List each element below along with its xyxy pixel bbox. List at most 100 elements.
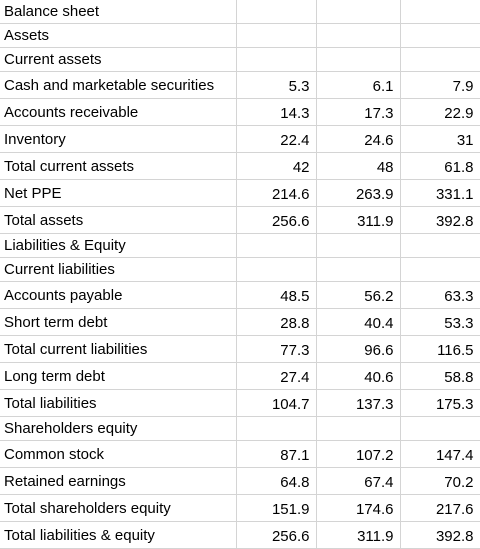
cell-label[interactable]: Total liabilities & equity (0, 521, 237, 549)
table-row: Short term debt 28.8 40.4 53.3 (0, 308, 480, 336)
cell-value[interactable]: 27.4 (236, 362, 317, 390)
cell-value[interactable] (316, 257, 401, 282)
cell-value[interactable]: 107.2 (316, 440, 401, 468)
cell-value[interactable] (316, 233, 401, 258)
cell-value[interactable]: 40.6 (316, 362, 401, 390)
cell-value[interactable] (400, 233, 480, 258)
table-row: Cash and marketable securities 5.3 6.1 7… (0, 71, 480, 99)
cell-value[interactable]: 256.6 (236, 206, 317, 234)
cell-value[interactable] (316, 0, 401, 24)
cell-value[interactable] (316, 416, 401, 441)
table-row: Long term debt 27.4 40.6 58.8 (0, 362, 480, 390)
cell-value[interactable]: 67.4 (316, 467, 401, 495)
table-row: Assets (0, 23, 480, 48)
cell-value[interactable]: 6.1 (316, 71, 401, 99)
cell-value[interactable]: 70.2 (400, 467, 480, 495)
cell-label[interactable]: Accounts payable (0, 281, 237, 309)
cell-label[interactable]: Current liabilities (0, 257, 237, 282)
cell-label[interactable]: Net PPE (0, 179, 237, 207)
cell-label[interactable]: Long term debt (0, 362, 237, 390)
cell-value[interactable]: 175.3 (400, 389, 480, 417)
table-row: Common stock 87.1 107.2 147.4 (0, 440, 480, 468)
cell-value[interactable]: 174.6 (316, 494, 401, 522)
cell-value[interactable] (316, 23, 401, 48)
cell-value[interactable]: 22.9 (400, 98, 480, 126)
cell-value[interactable]: 53.3 (400, 308, 480, 336)
cell-value[interactable]: 24.6 (316, 125, 401, 153)
cell-label[interactable]: Accounts receivable (0, 98, 237, 126)
cell-value[interactable]: 214.6 (236, 179, 317, 207)
cell-label[interactable]: Total assets (0, 206, 237, 234)
cell-label[interactable]: Total liabilities (0, 389, 237, 417)
cell-value[interactable] (400, 47, 480, 72)
cell-value[interactable]: 147.4 (400, 440, 480, 468)
cell-value[interactable]: 392.8 (400, 521, 480, 549)
cell-value[interactable]: 311.9 (316, 206, 401, 234)
cell-value[interactable]: 28.8 (236, 308, 317, 336)
cell-label[interactable]: Balance sheet (0, 0, 237, 24)
cell-label[interactable]: Assets (0, 23, 237, 48)
cell-value[interactable]: 137.3 (316, 389, 401, 417)
cell-value[interactable]: 17.3 (316, 98, 401, 126)
cell-value[interactable]: 96.6 (316, 335, 401, 363)
cell-value[interactable] (316, 47, 401, 72)
cell-value[interactable]: 256.6 (236, 521, 317, 549)
cell-label[interactable]: Inventory (0, 125, 237, 153)
table-row: Balance sheet (0, 0, 480, 24)
cell-value[interactable]: 64.8 (236, 467, 317, 495)
cell-value[interactable]: 331.1 (400, 179, 480, 207)
cell-value[interactable]: 14.3 (236, 98, 317, 126)
cell-value[interactable] (400, 23, 480, 48)
cell-value[interactable]: 40.4 (316, 308, 401, 336)
cell-value[interactable]: 87.1 (236, 440, 317, 468)
cell-label[interactable]: Cash and marketable securities (0, 71, 237, 99)
cell-value[interactable] (236, 233, 317, 258)
cell-value[interactable] (236, 0, 317, 24)
cell-value[interactable]: 7.9 (400, 71, 480, 99)
cell-label[interactable]: Shareholders equity (0, 416, 237, 441)
cell-label[interactable]: Retained earnings (0, 467, 237, 495)
cell-value[interactable]: 392.8 (400, 206, 480, 234)
cell-value[interactable]: 42 (236, 152, 317, 180)
cell-value[interactable]: 61.8 (400, 152, 480, 180)
cell-value[interactable]: 311.9 (316, 521, 401, 549)
cell-label[interactable]: Total current liabilities (0, 335, 237, 363)
cell-value[interactable] (400, 257, 480, 282)
cell-value[interactable]: 31 (400, 125, 480, 153)
table-row: Total liabilities & equity 256.6 311.9 3… (0, 521, 480, 549)
cell-label[interactable]: Liabilities & Equity (0, 233, 237, 258)
cell-value[interactable]: 104.7 (236, 389, 317, 417)
cell-value[interactable]: 48 (316, 152, 401, 180)
cell-label[interactable]: Total shareholders equity (0, 494, 237, 522)
cell-value[interactable]: 56.2 (316, 281, 401, 309)
cell-value[interactable] (236, 23, 317, 48)
table-row: Total assets 256.6 311.9 392.8 (0, 206, 480, 234)
cell-value[interactable]: 217.6 (400, 494, 480, 522)
table-row: Retained earnings 64.8 67.4 70.2 (0, 467, 480, 495)
table-row: Total current assets 42 48 61.8 (0, 152, 480, 180)
cell-value[interactable] (400, 0, 480, 24)
cell-value[interactable]: 151.9 (236, 494, 317, 522)
cell-value[interactable]: 58.8 (400, 362, 480, 390)
cell-label[interactable]: Short term debt (0, 308, 237, 336)
cell-label[interactable]: Current assets (0, 47, 237, 72)
cell-value[interactable] (236, 47, 317, 72)
cell-value[interactable]: 5.3 (236, 71, 317, 99)
table-row: Inventory 22.4 24.6 31 (0, 125, 480, 153)
table-row: Accounts receivable 14.3 17.3 22.9 (0, 98, 480, 126)
cell-value[interactable]: 116.5 (400, 335, 480, 363)
table-row: Liabilities & Equity (0, 233, 480, 258)
cell-value[interactable] (236, 257, 317, 282)
table-row: Total shareholders equity 151.9 174.6 21… (0, 494, 480, 522)
table-row: Total current liabilities 77.3 96.6 116.… (0, 335, 480, 363)
cell-value[interactable] (400, 416, 480, 441)
cell-value[interactable] (236, 416, 317, 441)
cell-value[interactable]: 22.4 (236, 125, 317, 153)
cell-label[interactable]: Common stock (0, 440, 237, 468)
cell-label[interactable]: Total current assets (0, 152, 237, 180)
cell-value[interactable]: 63.3 (400, 281, 480, 309)
cell-value[interactable]: 263.9 (316, 179, 401, 207)
cell-value[interactable]: 48.5 (236, 281, 317, 309)
cell-value[interactable]: 77.3 (236, 335, 317, 363)
